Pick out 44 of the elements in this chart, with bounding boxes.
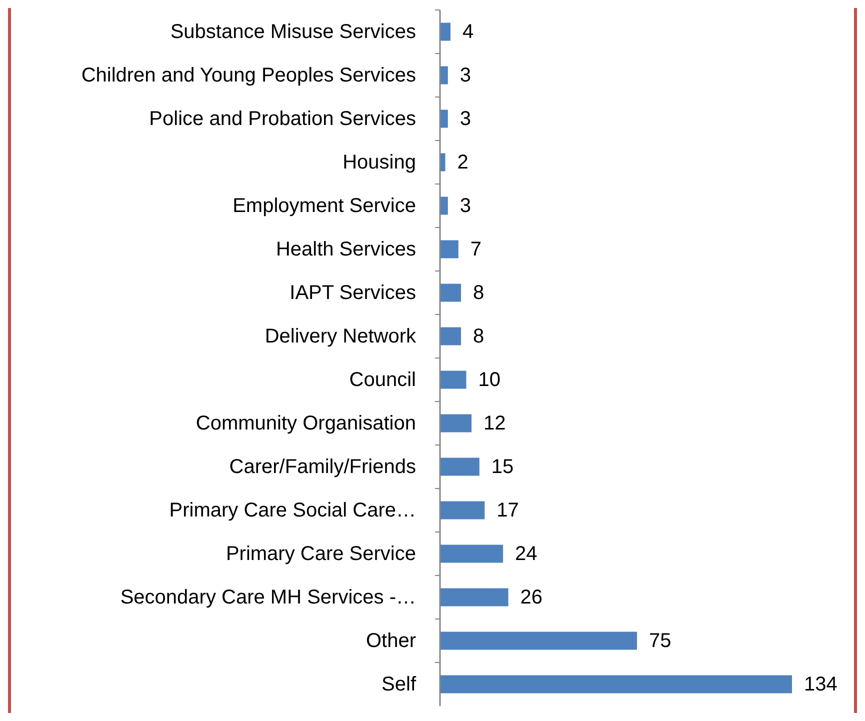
bar (440, 675, 792, 694)
bar (440, 544, 504, 563)
y-tick-label: Carer/Family/Friends (229, 456, 416, 478)
y-tick-label: Primary Care Social Care… (169, 499, 416, 522)
bar (440, 327, 462, 346)
y-tick-label: Community Organisation (196, 412, 416, 434)
data-label: 7 (470, 238, 482, 260)
data-label: 17 (496, 499, 519, 522)
y-tick-label: Employment Service (232, 194, 416, 217)
y-tick-label: Secondary Care MH Services -… (120, 586, 416, 608)
data-label: 75 (649, 630, 672, 652)
bar (440, 240, 458, 258)
y-tick-label: Substance Misuse Services (170, 20, 416, 43)
data-label: 4 (462, 20, 474, 43)
bar (440, 22, 451, 41)
data-label: 3 (460, 194, 472, 217)
bar (440, 458, 480, 476)
data-label: 3 (460, 64, 472, 86)
data-label: 8 (473, 325, 484, 348)
data-label: 2 (457, 151, 468, 174)
data-label: 3 (460, 108, 472, 130)
y-tick-label: Children and Young Peoples Services (81, 64, 416, 86)
data-label: 8 (473, 282, 484, 304)
data-label: 134 (804, 673, 838, 696)
data-label: 12 (484, 412, 506, 434)
data-label: 24 (515, 542, 538, 565)
bar (440, 284, 462, 302)
y-tick-label: Other (366, 630, 416, 652)
data-label: 10 (478, 368, 501, 391)
bar (440, 370, 466, 389)
data-label: 26 (520, 586, 543, 608)
y-tick-label: Police and Probation Services (149, 108, 416, 130)
bar (440, 588, 508, 606)
bar (440, 632, 638, 650)
y-tick-label: IAPT Services (290, 282, 416, 304)
bar (440, 501, 485, 520)
y-tick-label: Primary Care Service (226, 542, 416, 565)
y-tick-label: Delivery Network (264, 325, 417, 348)
y-tick-label: Council (349, 368, 416, 391)
y-tick-label: Self (382, 673, 416, 696)
y-tick-label: Health Services (276, 238, 416, 260)
y-tick-label: Housing (342, 151, 416, 174)
data-label: 15 (491, 456, 514, 478)
bar (440, 414, 472, 432)
